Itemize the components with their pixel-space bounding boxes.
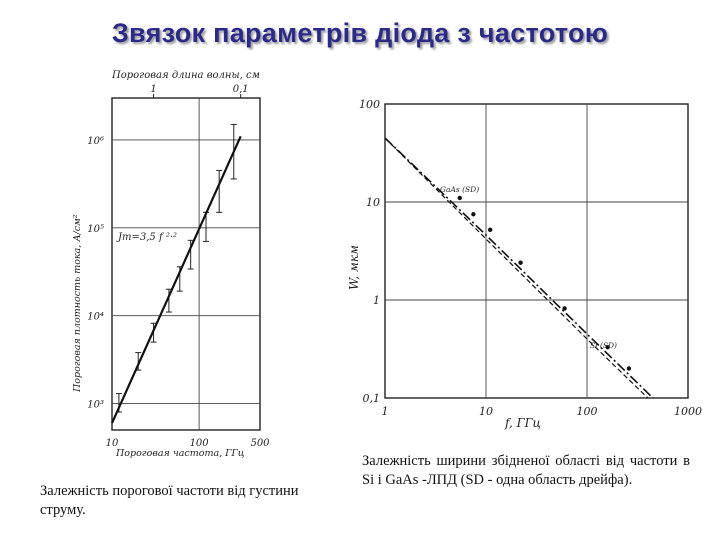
chart1-y-tick-label: 10⁶ <box>87 136 104 147</box>
chart1-x-tick-label: 10 <box>106 438 119 449</box>
chart2-x-tick-label: 1000 <box>674 405 702 418</box>
chart2-data-point <box>518 260 523 265</box>
chart2-data-point <box>487 227 493 233</box>
chart2-x-tick-label: 1 <box>382 405 389 418</box>
chart2-line-si <box>385 137 649 398</box>
chart2-data-point <box>457 195 462 201</box>
chart2-legend-si: Si (SD) <box>590 341 617 350</box>
chart1-top-tick: 0,1 <box>233 84 249 95</box>
chart1-y-tick-label: 10⁴ <box>87 312 104 323</box>
chart1-ylabel: Пороговая плотность тока, А/см² <box>72 214 83 393</box>
chart1-top-tick: 1 <box>150 84 156 95</box>
caption-left: Залежність порогової частоти від густини… <box>40 483 299 518</box>
chart1-top-axis-label: Пороговая длина волны, см <box>111 70 260 81</box>
chart1-xlabel: Пороговая частота, ГГц <box>115 448 245 459</box>
chart2-data-point <box>626 366 632 371</box>
chart2-data-point <box>605 344 610 350</box>
chart1-fit-line <box>110 135 242 424</box>
chart1-x-tick-label: 100 <box>190 438 210 449</box>
chart2-xlabel: f, ГГц <box>504 416 541 430</box>
caption-right: Залежність ширини збідненої області від … <box>362 453 690 488</box>
chart-threshold-current: 10 100 500 10³ 10⁴ 10⁵ 10⁶ Пороговая длина вол… <box>72 70 270 459</box>
chart2-data-point <box>471 212 476 217</box>
chart1-y-tick-label: 10³ <box>87 400 104 411</box>
chart2-line-gaas <box>385 137 655 398</box>
chart2-ylabel: W, мкм <box>347 245 361 290</box>
chart1-frame <box>111 97 261 431</box>
chart2-x-tick-label: 100 <box>577 405 598 418</box>
chart2-y-tick-label: 0,1 <box>363 392 381 405</box>
chart2-x-tick-label: 10 <box>479 405 493 418</box>
chart2-y-tick-label: 100 <box>359 98 380 111</box>
chart2-legend-gaas: GaAs (SD) <box>440 185 479 194</box>
chart1-x-tick-label: 500 <box>250 438 270 449</box>
chart1-annotation: Jт=3,5 f ²·² <box>116 232 177 243</box>
slide-title: Звязок параметрів діода з частотою <box>111 18 609 48</box>
chart2-data-point <box>562 306 567 311</box>
chart2-y-tick-label: 1 <box>373 294 380 307</box>
chart1-y-tick-label: 10⁵ <box>87 224 104 235</box>
chart2-y-tick-label: 10 <box>366 196 380 209</box>
chart2-frame <box>384 103 689 399</box>
